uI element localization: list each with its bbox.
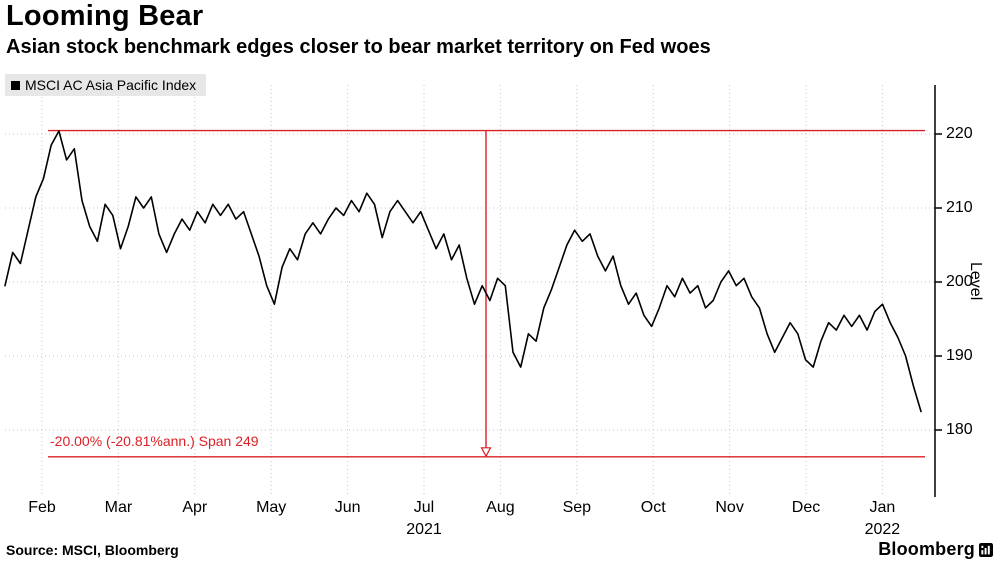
- x-tick-label: Jul: [413, 499, 435, 516]
- x-year-label: 2022: [864, 521, 901, 538]
- chart-subtitle: Asian stock benchmark edges closer to be…: [6, 36, 711, 58]
- bloomberg-logo: Bloomberg: [878, 539, 993, 560]
- x-tick-label: Aug: [486, 499, 515, 516]
- source-note: Source: MSCI, Bloomberg: [6, 542, 179, 558]
- y-axis-label: Level: [967, 262, 984, 301]
- y-tick-label: 190: [946, 347, 973, 364]
- chart-title: Looming Bear: [6, 0, 204, 32]
- bloomberg-logo-icon: [979, 542, 993, 557]
- x-tick-label: Sep: [562, 499, 592, 516]
- x-tick-label: Apr: [182, 499, 208, 516]
- x-tick-label: Nov: [715, 499, 744, 516]
- x-tick-label: Dec: [791, 499, 821, 516]
- y-tick-label: 220: [946, 125, 973, 142]
- y-tick-label: 200: [946, 273, 973, 290]
- x-tick-label: May: [256, 499, 287, 516]
- legend-label: MSCI AC Asia Pacific Index: [25, 77, 197, 93]
- legend-marker-icon: [11, 80, 20, 90]
- drawdown-label: -20.00% (-20.81%ann.) Span 249: [50, 433, 259, 449]
- bloomberg-wordmark: Bloomberg: [878, 539, 975, 559]
- x-year-label: 2021: [406, 521, 442, 538]
- y-tick-label: 210: [946, 199, 973, 216]
- x-tick-label: Jun: [334, 499, 361, 516]
- legend: MSCI AC Asia Pacific Index: [5, 74, 207, 96]
- x-tick-label: Mar: [104, 499, 133, 516]
- x-tick-label: Feb: [28, 499, 56, 516]
- x-tick-label: Oct: [640, 499, 666, 516]
- y-tick-label: 180: [946, 421, 973, 438]
- x-tick-label: Jan: [869, 499, 896, 516]
